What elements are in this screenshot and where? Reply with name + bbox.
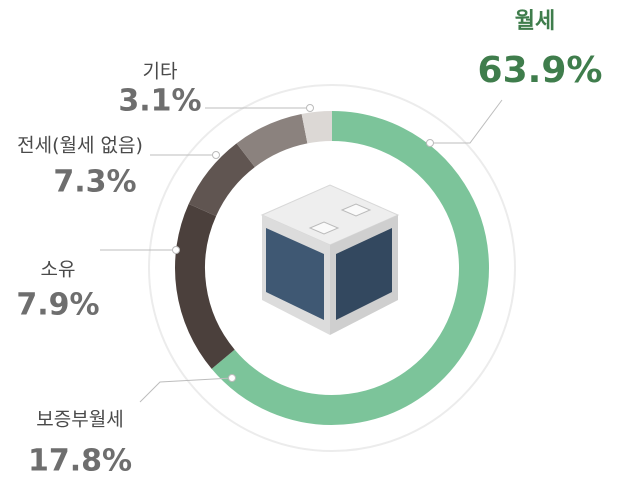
leader-line	[430, 99, 503, 144]
category-label: 전세(월세 없음)	[17, 135, 143, 157]
value-label: 63.9%	[478, 50, 603, 91]
donut-segment	[188, 143, 256, 217]
value-label: 17.8%	[28, 444, 132, 479]
category-label: 기타	[143, 61, 178, 83]
leader-line	[139, 377, 233, 403]
value-label: 7.3%	[53, 165, 136, 200]
category-label: 보증부월세	[36, 409, 123, 431]
donut-segment	[175, 203, 235, 369]
leader-dot	[306, 104, 314, 112]
leader-dot	[228, 374, 236, 382]
leader-dot	[172, 246, 180, 254]
category-label: 월세	[515, 9, 555, 34]
donut-segment	[236, 113, 308, 168]
leader-dot	[426, 139, 434, 147]
leader-dot	[212, 151, 220, 159]
category-label: 소유	[41, 259, 76, 281]
building-illustration	[260, 184, 400, 335]
value-label: 7.9%	[16, 288, 99, 323]
value-label: 3.1%	[118, 84, 201, 119]
donut-segment	[211, 111, 489, 425]
outer-ring	[148, 84, 516, 452]
donut-segment	[301, 111, 333, 144]
